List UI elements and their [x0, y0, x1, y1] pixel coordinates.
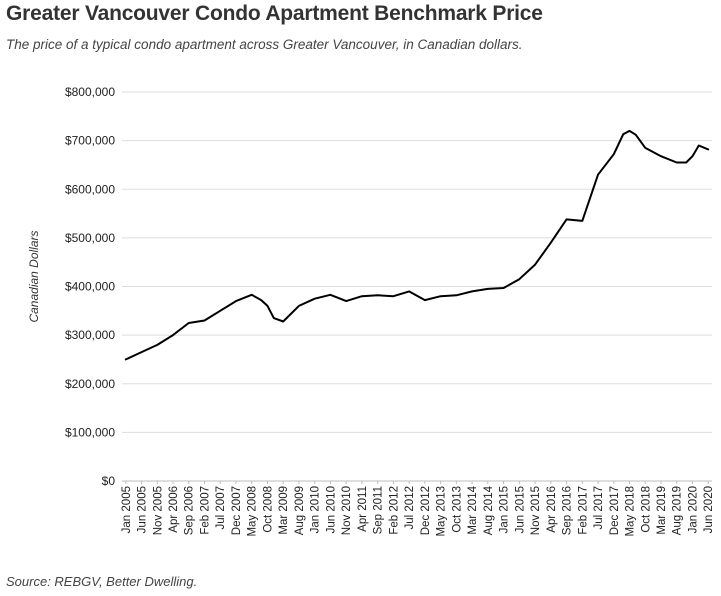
x-tick-label: Aug 2009	[294, 486, 306, 535]
x-tick-label: Jan 2010	[310, 486, 322, 533]
x-tick-label: Jan 2005	[121, 486, 133, 533]
y-tick-label: $600,000	[65, 182, 115, 196]
x-tick-label: Jul 2017	[593, 486, 605, 529]
y-tick-label: $700,000	[65, 134, 115, 148]
x-tick-label: Aug 2014	[483, 485, 495, 535]
x-tick-label: Feb 2017	[577, 486, 589, 535]
x-tick-label: Nov 2010	[341, 486, 353, 535]
chart-subtitle: The price of a typical condo apartment a…	[6, 37, 523, 52]
x-tick-label: Jun 2005	[137, 486, 149, 533]
x-tick-label: Jun 2020	[703, 486, 715, 533]
source-note: Source: REBGV, Better Dwelling.	[6, 574, 198, 589]
chart-title: Greater Vancouver Condo Apartment Benchm…	[6, 2, 543, 25]
x-tick-label: Mar 2009	[278, 486, 290, 535]
y-tick-label: $0	[102, 474, 116, 488]
x-tick-label: Sep 2016	[562, 486, 574, 535]
x-tick-label: May 2013	[436, 486, 448, 537]
x-tick-label: Dec 2007	[231, 486, 243, 535]
x-tick-label: Nov 2015	[530, 486, 542, 535]
x-tick-label: Oct 2018	[640, 486, 652, 533]
x-tick-label: Jul 2007	[215, 486, 227, 529]
x-tick-label: Jan 2020	[687, 486, 699, 533]
x-tick-label: Jul 2012	[404, 486, 416, 529]
x-tick-label: Mar 2019	[656, 486, 668, 535]
x-tick-label: Jun 2010	[325, 486, 337, 533]
x-tick-label: Apr 2016	[546, 486, 558, 533]
x-tick-label: Dec 2017	[609, 486, 621, 535]
y-tick-label: $400,000	[65, 280, 115, 294]
y-tick-label: $800,000	[65, 85, 115, 99]
x-tick-label: Mar 2014	[467, 485, 479, 534]
x-tick-label: Feb 2012	[388, 486, 400, 535]
y-tick-label: $100,000	[65, 425, 115, 439]
y-tick-label: $500,000	[65, 231, 115, 245]
x-tick-label: Feb 2007	[199, 486, 211, 535]
x-tick-label: Sep 2011	[373, 486, 385, 534]
y-tick-label: $300,000	[65, 328, 115, 342]
x-tick-label: May 2008	[247, 486, 259, 537]
series-line	[124, 129, 710, 361]
x-tick-label: Nov 2005	[152, 486, 164, 535]
y-tick-label: $200,000	[65, 377, 115, 391]
x-tick-label: Sep 2006	[184, 486, 196, 535]
x-tick-label: Jan 2015	[499, 486, 511, 533]
x-tick-label: Apr 2006	[168, 486, 180, 533]
x-tick-label: Jun 2015	[514, 486, 526, 533]
x-tick-label: Apr 2011	[357, 486, 369, 532]
x-tick-label: Dec 2012	[420, 486, 432, 535]
y-axis-label: Canadian Dollars	[27, 230, 41, 322]
x-tick-label: Oct 2013	[451, 486, 463, 533]
x-tick-label: Oct 2008	[262, 486, 274, 533]
x-tick-label: Aug 2019	[672, 486, 684, 535]
x-tick-label: May 2018	[625, 486, 637, 537]
